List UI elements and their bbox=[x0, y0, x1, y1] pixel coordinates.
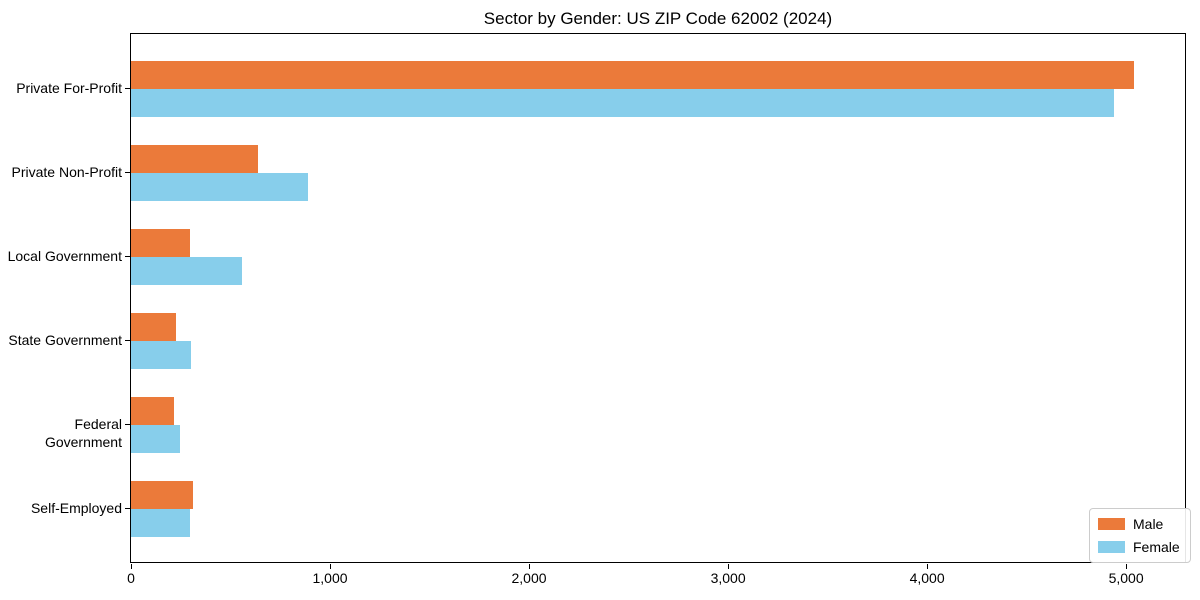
bar-female-3 bbox=[131, 341, 191, 369]
y-tick-label-3: State Government bbox=[8, 332, 122, 348]
bar-female-1 bbox=[131, 173, 309, 201]
legend-label-male: Male bbox=[1133, 516, 1164, 532]
bar-male-4 bbox=[131, 397, 174, 425]
y-tick-label-1: Private Non-Profit bbox=[11, 164, 122, 180]
y-tick-mark-1 bbox=[125, 172, 130, 173]
bar-male-5 bbox=[131, 481, 193, 509]
bar-female-0 bbox=[131, 89, 1115, 117]
bar-female-2 bbox=[131, 257, 242, 285]
x-tick-label-0: 0 bbox=[127, 570, 135, 586]
x-tick-label-3: 3,000 bbox=[710, 570, 746, 586]
male-series-swatch bbox=[1098, 518, 1125, 530]
bar-male-0 bbox=[131, 61, 1135, 89]
x-tick-label-4: 4,000 bbox=[909, 570, 945, 586]
bar-female-5 bbox=[131, 509, 190, 537]
y-tick-mark-2 bbox=[125, 256, 130, 257]
y-tick-mark-3 bbox=[125, 340, 130, 341]
legend-label-female: Female bbox=[1133, 539, 1180, 555]
chart-title: Sector by Gender: US ZIP Code 62002 (202… bbox=[483, 9, 833, 28]
x-tick-mark-0 bbox=[131, 564, 132, 569]
bar-male-2 bbox=[131, 229, 190, 257]
bar-male-3 bbox=[131, 313, 176, 341]
bar-female-4 bbox=[131, 425, 180, 453]
x-tick-mark-4 bbox=[927, 564, 929, 569]
y-tick-label-5: Self-Employed bbox=[30, 500, 122, 516]
legend: Male Female bbox=[1089, 508, 1191, 563]
x-tick-mark-1 bbox=[330, 564, 331, 569]
y-tick-mark-5 bbox=[125, 508, 130, 509]
x-tick-label-2: 2,000 bbox=[511, 570, 547, 586]
y-tick-mark-4 bbox=[125, 424, 130, 425]
x-tick-mark-2 bbox=[529, 564, 530, 569]
x-tick-mark-5 bbox=[1126, 564, 1128, 569]
y-tick-label-0: Private For-Profit bbox=[16, 80, 122, 96]
x-tick-mark-3 bbox=[728, 564, 730, 569]
legend-item-male: Male bbox=[1098, 516, 1180, 532]
x-tick-label-5: 5,000 bbox=[1108, 570, 1144, 586]
y-tick-label-4: Federal Government bbox=[44, 416, 122, 450]
legend-item-female: Female bbox=[1098, 539, 1180, 555]
bar-male-1 bbox=[131, 145, 259, 173]
y-tick-label-2: Local Government bbox=[7, 248, 122, 264]
plot-area bbox=[130, 33, 1186, 563]
x-tick-label-1: 1,000 bbox=[312, 570, 348, 586]
female-series-swatch bbox=[1098, 541, 1125, 553]
y-tick-mark-0 bbox=[125, 88, 130, 89]
